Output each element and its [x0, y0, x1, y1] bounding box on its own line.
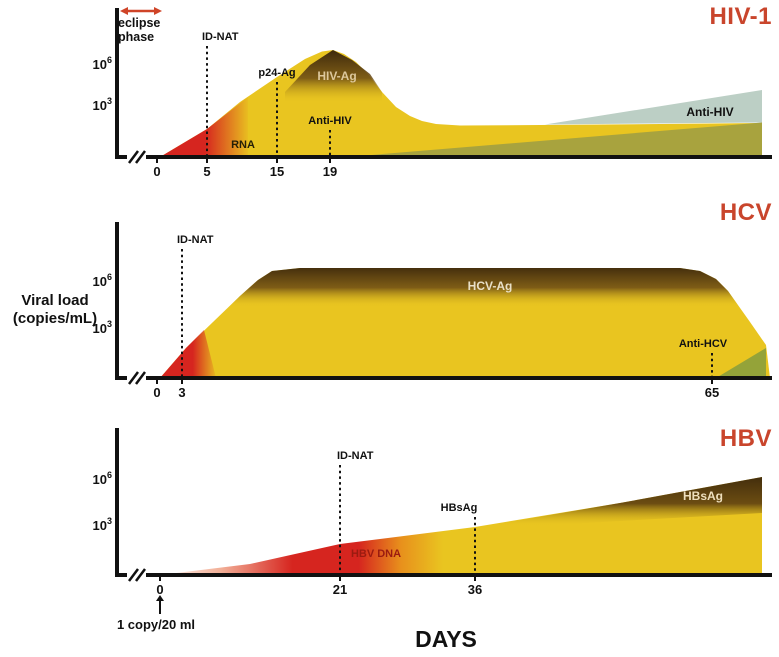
- axis-break-slash: [135, 371, 146, 385]
- region-label-Anti-HIV: Anti-HIV: [686, 105, 733, 119]
- panel-HIV-1: 0 5 15 19 106 103 ID-NAT p24-Ag Anti-HIV RNA HIV-A…: [93, 8, 772, 179]
- region-label-HBsAg: HBsAg: [683, 489, 723, 503]
- ramp-up-red: [160, 330, 216, 378]
- x-tick-label: 36: [468, 582, 482, 597]
- axis-break-slash: [128, 150, 139, 164]
- y-tick-label: 106: [93, 272, 112, 289]
- eclipse-line2: phase: [118, 30, 155, 44]
- region-label-HCV-Ag: HCV-Ag: [468, 279, 513, 293]
- region-label-RNA: RNA: [231, 139, 255, 151]
- x-tick-label: 65: [705, 385, 719, 400]
- marker-label-HBsAg: HBsAg: [441, 502, 478, 514]
- panel-HBV: 0 21 36 106 103 ID-NAT HBsAg HBV DNA HBsAg: [93, 428, 772, 597]
- anti-hiv-overlap: [347, 122, 762, 157]
- marker-label-Anti-HCV: Anti-HCV: [679, 338, 728, 350]
- axis-break-slash: [135, 150, 146, 164]
- x-tick-label: 15: [270, 164, 284, 179]
- marker-label-p24-Ag: p24-Ag: [258, 67, 295, 79]
- hiv-ag-peak: [285, 50, 382, 104]
- marker-label-ID-NAT: ID-NAT: [177, 234, 214, 246]
- hbv-dna-curve: [160, 477, 762, 575]
- one-copy-arrow: [156, 595, 164, 614]
- x-tick-label: 0: [153, 164, 160, 179]
- marker-label-ID-NAT: ID-NAT: [337, 450, 374, 462]
- region-label-HIV-Ag: HIV-Ag: [317, 69, 356, 83]
- x-tick-label: 0: [156, 582, 163, 597]
- marker-label-Anti-HIV: Anti-HIV: [308, 115, 352, 127]
- y-tick-label: 106: [93, 55, 112, 72]
- y-tick-label: 106: [93, 470, 112, 487]
- y-tick-label: 103: [93, 516, 112, 533]
- x-tick-label: 5: [203, 164, 210, 179]
- eclipse-arrow: [120, 7, 162, 15]
- x-tick-label: 3: [178, 385, 185, 400]
- hcv-ag-band: [160, 268, 770, 378]
- y-axis-title-line1: Viral load: [21, 292, 89, 309]
- one-copy-annotation: 1 copy/20 ml: [116, 617, 196, 632]
- panel-title-hbv: HBV: [719, 425, 772, 452]
- axis-break-slash: [128, 371, 139, 385]
- y-axis-title: Viral load (copies/mL): [0, 292, 110, 328]
- axis-break-slash: [135, 568, 146, 582]
- eclipse-phase-label: eclipse phase: [118, 16, 160, 44]
- x-tick-label: 0: [153, 385, 160, 400]
- eclipse-line1: eclipse: [118, 16, 161, 30]
- x-tick-label: 19: [323, 164, 337, 179]
- anti-hiv-wedge: [545, 90, 762, 125]
- x-axis-title: DAYS: [415, 626, 477, 652]
- panel-title-hiv1: HIV-1: [709, 3, 772, 30]
- region-label-HBV DNA: HBV DNA: [351, 548, 401, 560]
- x-tick-label: 21: [333, 582, 347, 597]
- axis-break-slash: [128, 568, 139, 582]
- panel-title-hcv: HCV: [719, 199, 772, 226]
- y-axis-title-line2: (copies/mL): [12, 310, 98, 327]
- ramp-up-red: [160, 97, 248, 157]
- anti-hcv-wedge: [716, 348, 766, 378]
- marker-label-ID-NAT: ID-NAT: [202, 31, 239, 43]
- hbsag-band: [480, 477, 762, 529]
- y-tick-label: 103: [93, 96, 112, 113]
